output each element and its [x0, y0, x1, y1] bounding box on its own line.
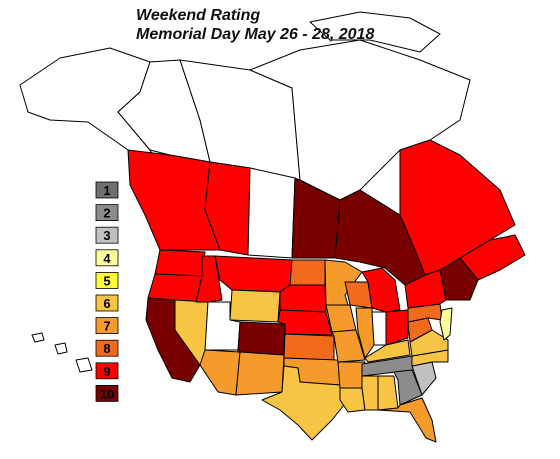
legend-label-3: 3: [103, 228, 110, 243]
region-arizona: [199, 349, 241, 396]
region-hawaii: [31, 332, 93, 373]
region-texas: [261, 365, 349, 441]
region-illinois: [355, 307, 375, 359]
legend: 1 2 3 4 5 6 7 8 9 10: [95, 181, 119, 402]
region-mid-atlantic-coast: [439, 307, 453, 341]
legend-swatch-4: [95, 249, 119, 267]
region-south-dakota: [279, 284, 327, 313]
legend-label-4: 4: [103, 251, 111, 266]
region-saskatchewan: [247, 167, 296, 259]
region-north-dakota: [289, 259, 326, 286]
legend-swatch-10: [95, 384, 119, 402]
region-indiana: [371, 311, 387, 346]
region-georgia: [393, 369, 423, 406]
region-washington: [154, 249, 206, 277]
legend-swatch-2: [95, 204, 119, 222]
legend-label-8: 8: [103, 341, 110, 356]
title-line-1: Weekend Rating: [136, 7, 261, 24]
legend-label-9: 9: [103, 364, 110, 379]
region-wyoming: [229, 289, 281, 323]
region-missouri: [331, 329, 366, 363]
region-kentucky: [364, 339, 411, 363]
legend-label-1: 1: [103, 183, 110, 198]
region-new-england: [439, 257, 479, 301]
legend-label-6: 6: [103, 296, 110, 311]
legend-label-10: 10: [100, 386, 114, 401]
region-louisiana: [339, 387, 366, 413]
region-wisconsin: [344, 281, 373, 309]
legend-swatch-8: [95, 339, 119, 357]
legend-label-7: 7: [103, 319, 110, 334]
map-title: Weekend Rating Memorial Day May 26 - 28,…: [136, 6, 374, 44]
legend-swatch-3: [95, 226, 119, 244]
region-arctic-islands: [309, 11, 441, 53]
region-mississippi: [361, 375, 379, 411]
legend-label-5: 5: [103, 273, 110, 288]
legend-swatch-7: [95, 317, 119, 335]
title-line-2: Memorial Day May 26 - 28, 2018: [136, 26, 375, 43]
region-kansas: [283, 333, 335, 361]
legend-swatch-1: [95, 181, 119, 199]
region-oregon: [147, 273, 203, 303]
region-colorado: [237, 321, 286, 356]
legend-label-2: 2: [103, 206, 110, 221]
region-montana: [214, 255, 293, 293]
region-nebraska: [277, 309, 333, 336]
region-alabama: [377, 375, 399, 411]
region-ohio: [385, 309, 409, 346]
legend-swatch-6: [95, 294, 119, 312]
region-arkansas: [337, 361, 366, 389]
legend-swatch-9: [95, 362, 119, 380]
region-new-mexico: [235, 351, 285, 396]
legend-swatch-5: [95, 271, 119, 289]
region-florida: [377, 397, 437, 443]
region-alberta: [204, 161, 251, 256]
